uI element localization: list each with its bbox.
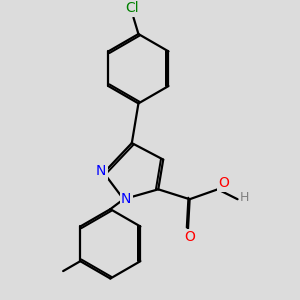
Text: N: N xyxy=(96,164,106,178)
Text: N: N xyxy=(121,192,131,206)
Text: O: O xyxy=(218,176,229,190)
Text: O: O xyxy=(184,230,195,244)
Text: H: H xyxy=(240,191,250,204)
Text: Cl: Cl xyxy=(125,1,139,15)
